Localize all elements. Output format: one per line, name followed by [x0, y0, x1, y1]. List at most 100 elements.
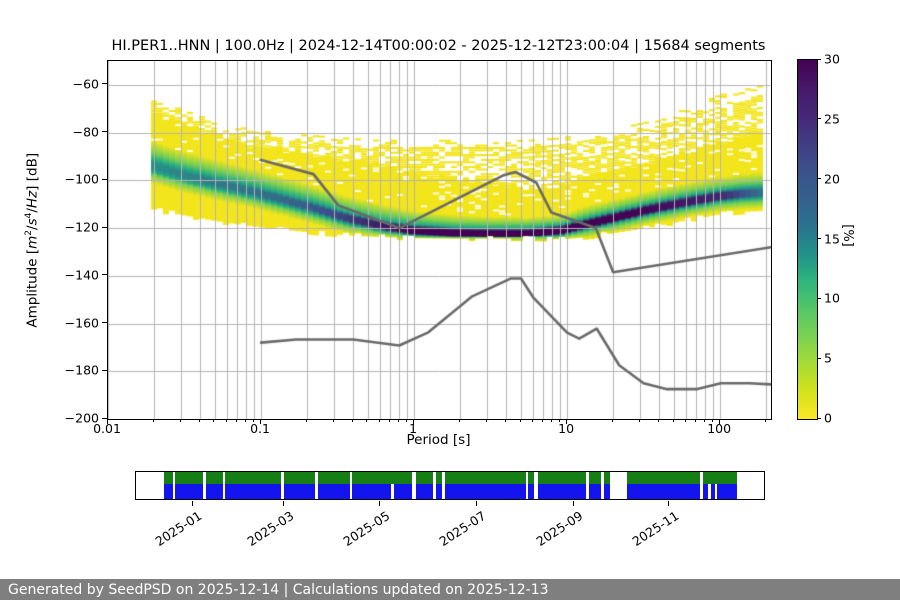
footer-text: Generated by SeedPSD on 2025-12-14 | Cal…: [8, 582, 549, 598]
availability-row-green-gap: [412, 472, 416, 484]
y-axis-label-s: s: [24, 218, 41, 226]
colorbar-tick: [817, 178, 821, 180]
x-minor-tick: [764, 419, 766, 422]
availability-row-green-gap: [314, 472, 318, 484]
x-minor-tick: [711, 419, 713, 422]
y-tick: [102, 369, 107, 371]
availability-row-blue-gap: [707, 483, 711, 499]
colorbar-tick-label: 15: [824, 231, 840, 246]
x-minor-tick: [519, 419, 521, 422]
footer-bar: Generated by SeedPSD on 2025-12-14 | Cal…: [0, 579, 900, 600]
x-tick: [106, 419, 108, 424]
x-tick-label: 100: [707, 421, 732, 436]
availability-row-blue: [136, 483, 764, 499]
colorbar-tick: [817, 357, 821, 359]
x-tick-label: 1: [409, 421, 418, 436]
timeline-tick-label: 2025-05: [340, 508, 393, 550]
availability-row-blue-gap: [203, 483, 206, 499]
x-minor-tick: [235, 419, 237, 422]
x-tick: [565, 419, 567, 424]
x-minor-tick: [504, 419, 506, 422]
y-tick: [102, 322, 107, 324]
availability-row-blue-gap: [525, 483, 529, 499]
x-minor-tick: [638, 419, 640, 422]
colorbar: [797, 59, 818, 420]
x-minor-tick: [405, 419, 407, 422]
x-minor-tick: [213, 419, 215, 422]
y-tick: [102, 83, 107, 85]
timeline-tick-label: 2025-11: [629, 508, 682, 550]
x-minor-tick: [657, 419, 659, 422]
x-minor-tick: [179, 419, 181, 422]
x-minor-tick: [378, 419, 380, 422]
y-axis-label-slash1: /: [24, 225, 41, 230]
colorbar-tick-label: 20: [824, 171, 840, 187]
availability-row-green-gap: [203, 472, 206, 484]
colorbar-tick-label: 25: [824, 111, 840, 127]
colorbar-unit-label: [%]: [839, 224, 855, 247]
main-plot: [107, 60, 772, 420]
x-minor-tick: [558, 419, 560, 422]
y-axis-label-slash2: /: [24, 208, 41, 213]
availability-row-green-gap: [281, 472, 284, 484]
x-minor-tick: [366, 419, 368, 422]
colorbar-tick-label: 10: [824, 290, 840, 306]
timeline-tick: [283, 501, 285, 506]
availability-row-blue-gap: [534, 483, 538, 499]
x-minor-tick: [550, 419, 552, 422]
y-axis-label-suffix: ] [dB]: [24, 152, 41, 191]
y-tick: [102, 417, 107, 419]
x-minor-tick: [198, 419, 200, 422]
y-tick-label: −120: [64, 219, 99, 235]
x-tick: [259, 419, 261, 424]
x-minor-tick: [672, 419, 674, 422]
timeline-tick: [475, 501, 477, 506]
availability-row-blue-gap: [442, 483, 445, 499]
y-axis-label-m: m: [24, 235, 41, 249]
colorbar-tick: [817, 238, 821, 239]
y-axis-label-hz: Hz: [24, 190, 41, 209]
y-tick: [102, 178, 107, 180]
availability-row-green-gap: [350, 472, 353, 484]
x-minor-tick: [244, 419, 246, 422]
y-axis-label-m-sup: 2: [23, 229, 34, 236]
y-axis-label-prefix: Amplitude [: [24, 248, 41, 328]
availability-row-blue-gap: [714, 483, 717, 499]
availability-row-blue-gap: [586, 483, 589, 499]
x-tick: [718, 419, 720, 424]
availability-row-green-gap: [700, 472, 703, 484]
x-minor-tick: [332, 419, 334, 422]
availability-row-green-gap: [433, 472, 437, 484]
timeline-tick-label: 2025-03: [244, 508, 297, 550]
availability-row-blue-gap: [700, 483, 703, 499]
x-axis-label: Period [s]: [406, 432, 471, 448]
y-tick: [102, 131, 107, 133]
x-tick: [412, 419, 414, 424]
x-minor-tick: [703, 419, 705, 422]
x-minor-tick: [397, 419, 399, 422]
timeline-tick-label: 2025-09: [533, 508, 586, 550]
x-minor-tick: [225, 419, 227, 422]
colorbar-tick: [817, 118, 821, 120]
y-axis-label: Amplitude [m2/s4/Hz] [dB]: [24, 140, 41, 340]
y-tick-label: −160: [64, 315, 99, 331]
x-minor-tick: [485, 419, 487, 422]
y-axis-label-s-sup: 4: [23, 212, 34, 219]
availability-row-blue-gap: [172, 483, 176, 499]
availability-row-blue-gap: [314, 483, 318, 499]
y-tick-label: −60: [72, 76, 99, 92]
plot-title: HI.PER1..HNN | 100.0Hz | 2024-12-14T00:0…: [111, 38, 766, 54]
timeline-tick-label: 2025-01: [152, 508, 205, 550]
timeline-tick: [379, 501, 381, 506]
availability-row-green-gap: [442, 472, 445, 484]
availability-row-blue-gap: [610, 483, 627, 499]
x-minor-tick: [252, 419, 254, 422]
x-minor-tick: [388, 419, 390, 422]
availability-row-green-data: [164, 472, 737, 484]
y-tick-label: −140: [64, 267, 99, 283]
ppsd-histogram-canvas: [108, 61, 771, 419]
availability-timeline-inner: [136, 472, 764, 499]
availability-row-blue-data: [164, 483, 737, 499]
y-tick-label: −100: [64, 171, 99, 187]
